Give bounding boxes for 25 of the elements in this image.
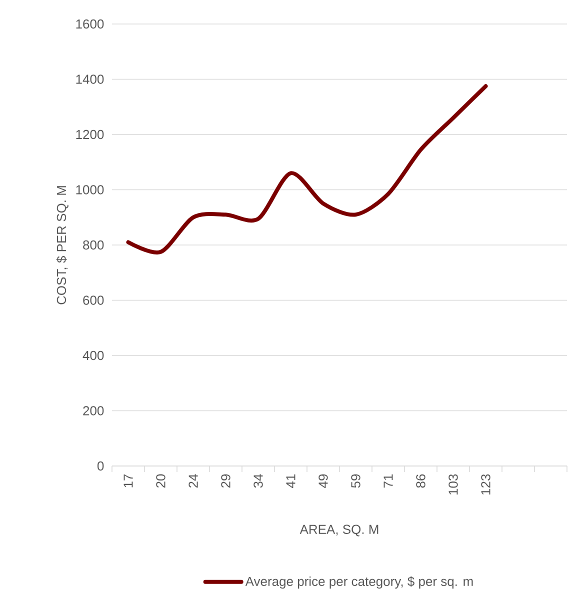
x-tick-label: 34 <box>254 474 263 488</box>
x-tick-label: 123 <box>481 474 490 494</box>
y-tick-label: 600 <box>83 296 104 305</box>
x-tick-label: 103 <box>448 474 458 494</box>
x-tick-label: 29 <box>221 474 230 488</box>
x-tick-label: 86 <box>416 474 426 488</box>
x-tick-label: 59 <box>351 474 360 488</box>
line-series <box>126 84 488 254</box>
y-tick-label: 400 <box>82 350 104 360</box>
x-axis-title: AREA, SQ. M <box>300 524 378 536</box>
y-tick-label: 800 <box>83 240 104 250</box>
y-tick-label: 1400 <box>76 74 104 84</box>
y-tick-label: 1000 <box>76 185 104 194</box>
x-tick-label: 41 <box>286 474 296 488</box>
y-tick-label: 1200 <box>76 130 104 140</box>
x-tick-label: 20 <box>156 474 166 488</box>
x-tick-label: 71 <box>384 474 393 488</box>
y-tick-label: 1600 <box>76 19 104 29</box>
x-tick-label: 49 <box>318 474 328 488</box>
x-tick-label: 24 <box>188 474 198 488</box>
y-axis-title: COST, $ PER SQ. M <box>56 186 68 304</box>
y-tick-label: 0 <box>97 461 104 471</box>
legend-label: Average price per category, $ per sq. m <box>245 576 473 589</box>
x-tick-label: 17 <box>124 474 133 488</box>
y-tick-label: 200 <box>83 406 104 416</box>
